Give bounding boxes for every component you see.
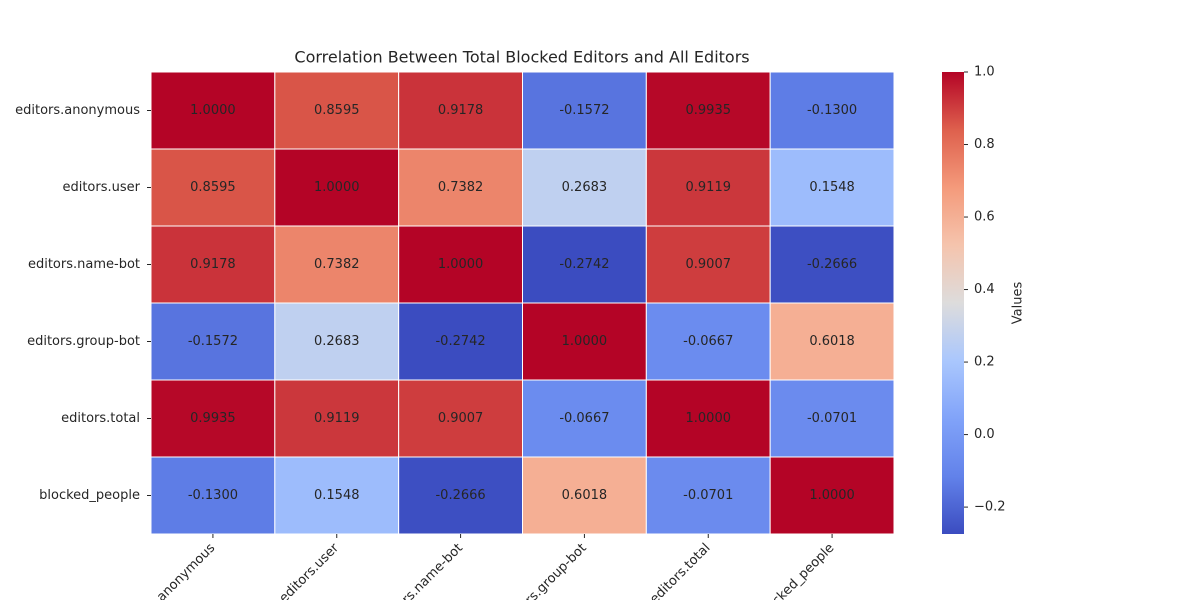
cell-label: -0.0667 [559, 411, 609, 426]
cell-label: -0.2742 [435, 334, 485, 349]
y-tick-label: editors.group-bot [27, 334, 140, 349]
cell-label: -0.0701 [683, 488, 733, 503]
cell-label: -0.1300 [188, 488, 238, 503]
colorbar-tick-label: 1.0 [974, 65, 995, 80]
cell-label: 0.9119 [314, 411, 360, 426]
colorbar-label: Values [1011, 282, 1026, 325]
cell-label: 0.9178 [438, 103, 484, 118]
cell-label: 0.1548 [314, 488, 360, 503]
colorbar-tick-label: −0.2 [974, 500, 1006, 515]
y-tick-label: blocked_people [39, 488, 140, 503]
heatmap-cell [398, 379, 523, 458]
x-tick-label: editors.group-bot [499, 541, 589, 600]
heatmap-cell [398, 225, 523, 304]
heatmap-cell [522, 225, 647, 304]
cell-label: -0.2666 [807, 257, 857, 272]
x-tick-label: blocked_people [755, 541, 837, 600]
colorbar [942, 72, 964, 534]
cell-label: 0.8595 [314, 103, 360, 118]
cell-label: -0.1572 [188, 334, 238, 349]
cell-label: 0.9007 [438, 411, 484, 426]
chart-title: Correlation Between Total Blocked Editor… [294, 48, 749, 67]
cell-label: 0.9178 [190, 257, 236, 272]
cell-label: -0.2666 [435, 488, 485, 503]
heatmap-cell [398, 302, 523, 381]
x-tick-label: editors.name-bot [376, 541, 466, 600]
cell-label: 0.7382 [314, 257, 360, 272]
x-tick-label: editors.user [277, 540, 343, 600]
heatmap-cell [769, 456, 895, 535]
cell-label: 0.2683 [314, 334, 360, 349]
heatmap-cell [274, 148, 400, 227]
y-tick-label: editors.anonymous [15, 103, 140, 118]
colorbar-tick-label: 0.2 [974, 355, 995, 370]
heatmap-cell [645, 379, 771, 458]
x-tick-label: editors.total [647, 541, 713, 600]
heatmap-cell [769, 148, 895, 227]
cell-label: -0.0701 [807, 411, 857, 426]
heatmap-cell [522, 379, 647, 458]
heatmap-cell [769, 302, 895, 381]
heatmap-cell [522, 71, 647, 150]
heatmap-cell [150, 225, 276, 304]
cell-label: 0.9119 [686, 180, 732, 195]
heatmap-cell [274, 225, 400, 304]
heatmap-cell [645, 456, 771, 535]
cell-label: 1.0000 [686, 411, 732, 426]
cell-label: 0.9935 [686, 103, 732, 118]
heatmap-cell [769, 379, 895, 458]
y-tick-label: editors.name-bot [28, 257, 140, 272]
cell-label: 0.1548 [809, 180, 855, 195]
cell-label: 1.0000 [314, 180, 360, 195]
cell-label: -0.1300 [807, 103, 857, 118]
cell-label: -0.2742 [559, 257, 609, 272]
cell-label: 1.0000 [809, 488, 855, 503]
x-tick-label: editors.anonymous [119, 541, 218, 600]
heatmap-cell [150, 302, 276, 381]
cell-label: 0.8595 [190, 180, 236, 195]
cell-label: -0.0667 [683, 334, 733, 349]
y-tick-label: editors.total [61, 411, 140, 426]
y-tick-label: editors.user [62, 180, 140, 195]
heatmap-cell [645, 302, 771, 381]
cell-label: 0.6018 [562, 488, 608, 503]
heatmap-cell [522, 148, 647, 227]
colorbar-tick-label: 0.0 [974, 427, 995, 442]
cell-label: 0.9935 [190, 411, 236, 426]
cell-label: 1.0000 [562, 334, 608, 349]
cell-label: -0.1572 [559, 103, 609, 118]
cell-label: 1.0000 [190, 103, 236, 118]
heatmap-cell [398, 71, 523, 150]
cell-label: 0.9007 [686, 257, 732, 272]
heatmap-cell [150, 71, 276, 150]
cell-label: 0.6018 [809, 334, 855, 349]
cell-label: 0.2683 [562, 180, 608, 195]
colorbar-tick-label: 0.6 [974, 210, 995, 225]
heatmap-cell [522, 302, 647, 381]
heatmap-cell [150, 456, 276, 535]
heatmap-cell [769, 71, 895, 150]
heatmap-cell [769, 225, 895, 304]
colorbar-tick-label: 0.4 [974, 282, 995, 297]
heatmap-cell [645, 71, 771, 150]
cell-label: 0.7382 [438, 180, 484, 195]
heatmap-cell [274, 302, 400, 381]
heatmap-cell [274, 71, 400, 150]
colorbar-tick-label: 0.8 [974, 137, 995, 152]
heatmap-cell [150, 379, 276, 458]
cell-label: 1.0000 [438, 257, 484, 272]
heatmap-cell [645, 225, 771, 304]
